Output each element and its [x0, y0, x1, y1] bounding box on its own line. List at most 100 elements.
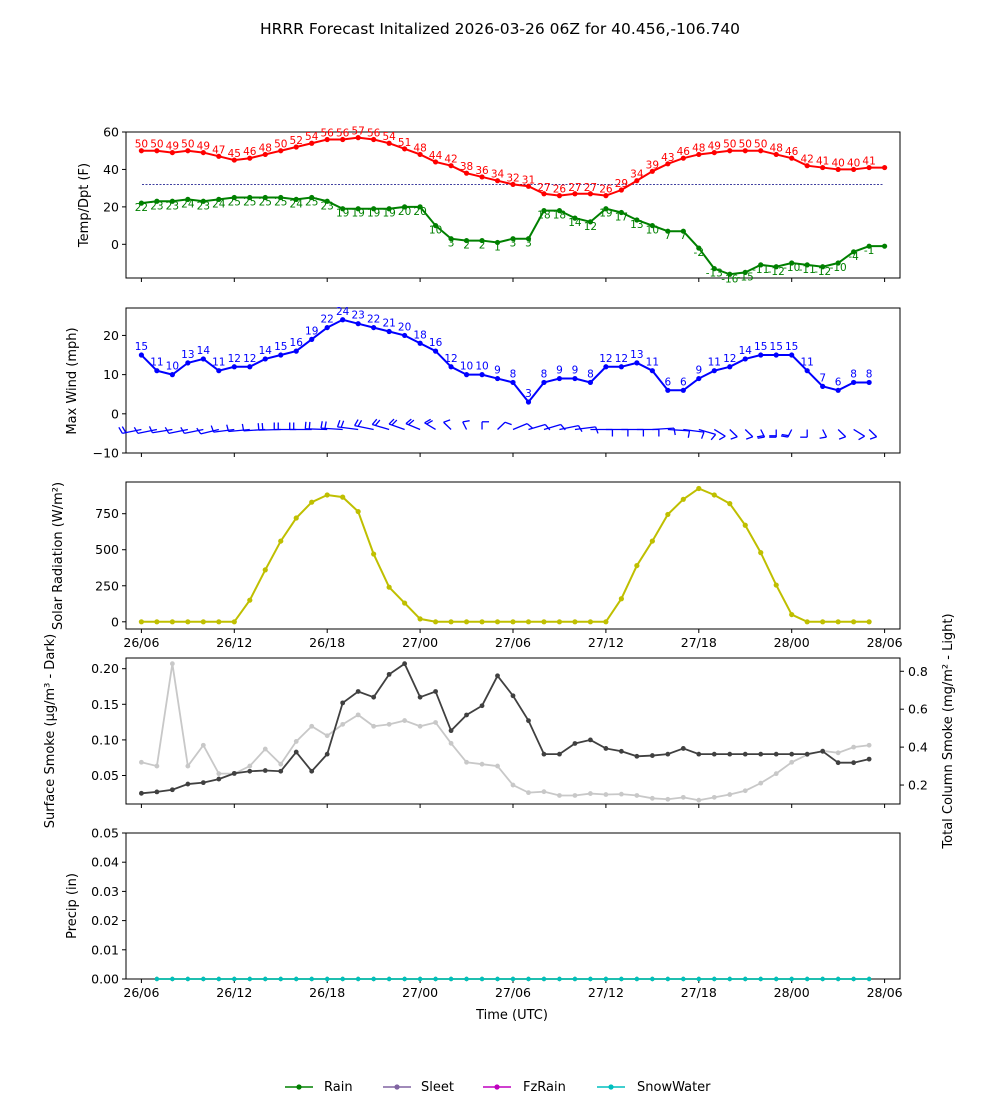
wind-point — [185, 360, 191, 366]
dewpoint-label: 24 — [181, 198, 195, 210]
wind-barb-shaft — [683, 428, 705, 433]
wind-point — [696, 375, 702, 382]
legend-label-fzrain: FzRain — [523, 1080, 566, 1095]
snowwater-point — [572, 976, 578, 982]
solar-point — [247, 597, 253, 603]
temp-label: 29 — [615, 178, 628, 190]
column-smoke-point — [789, 759, 795, 765]
solar-point — [742, 522, 748, 528]
temp-label: 32 — [506, 172, 519, 184]
wind-label: 12 — [243, 353, 256, 365]
dewpoint-label: 19 — [351, 208, 364, 220]
column-smoke-point — [371, 723, 377, 729]
solar-point — [262, 567, 268, 573]
surface-smoke-point — [139, 790, 144, 796]
wind-barb — [837, 429, 847, 440]
column-smoke-point — [526, 790, 531, 796]
y-tick-label: 0.2 — [908, 778, 928, 793]
temperature-point — [634, 178, 640, 184]
temp-label: 50 — [135, 139, 148, 151]
column-smoke-point — [200, 742, 206, 748]
snowwater-point — [371, 976, 376, 982]
wind-barb-flag — [257, 423, 260, 431]
temperature-point — [479, 174, 485, 180]
legend-label-rain: Rain — [324, 1080, 353, 1095]
temp-label: 34 — [630, 169, 644, 181]
wind-label: 14 — [197, 345, 211, 357]
temp-label: 36 — [475, 165, 489, 177]
wind-label: 12 — [599, 353, 612, 365]
legend-label-sleet: Sleet — [421, 1080, 454, 1095]
wind-barb — [320, 421, 343, 431]
temperature-point — [649, 168, 655, 174]
dewpoint-label: 7 — [664, 230, 671, 242]
solar-point — [200, 619, 206, 625]
solar-point — [603, 619, 609, 625]
snowwater-point — [464, 976, 469, 982]
surface-smoke-point — [526, 718, 531, 724]
wind-barb-flag — [371, 418, 378, 425]
wind-barb — [698, 428, 717, 441]
wind-barb-shaft — [354, 424, 374, 431]
temperature-point — [773, 151, 779, 158]
wind-barb-shaft — [137, 428, 158, 434]
dewpoint-label: -4 — [848, 251, 859, 263]
dewpoint-point — [587, 219, 594, 225]
snowwater-point — [278, 976, 283, 982]
temp-label: 50 — [274, 139, 287, 151]
snowwater-point — [835, 976, 841, 982]
dewpoint-point — [479, 237, 485, 244]
x-tick-label: 26/18 — [309, 635, 345, 650]
dewpoint-label: 22 — [135, 202, 148, 214]
wind-barb-shaft — [152, 428, 173, 434]
wind-barb-flag — [730, 436, 738, 440]
wind-barb-shaft — [543, 423, 562, 431]
wind-point — [773, 352, 779, 358]
wind-point — [820, 383, 826, 389]
column-smoke-point — [154, 763, 160, 769]
dewpoint-label: 18 — [553, 210, 566, 222]
temperature-point — [324, 136, 330, 143]
snowwater-point — [665, 976, 671, 982]
solar-point — [696, 485, 702, 492]
y-tick-label: 250 — [95, 578, 119, 593]
temp-label: 52 — [290, 135, 303, 147]
dewpoint-point — [835, 260, 841, 266]
snowwater-point — [433, 976, 438, 982]
snowwater-point — [201, 976, 206, 982]
dewpoint-point — [340, 206, 346, 212]
wind-barb-flag — [819, 436, 827, 439]
snowwater-point — [340, 976, 345, 982]
wind-point — [603, 364, 609, 370]
dewpoint-label: 25 — [228, 197, 241, 209]
dewpoint-label: -12 — [768, 266, 785, 278]
surface-smoke-point — [309, 768, 315, 774]
temperature-point — [247, 155, 253, 161]
dewpoint-label: 18 — [537, 210, 550, 222]
wind-label: 13 — [630, 349, 643, 361]
solar-point — [324, 492, 330, 498]
dewpoint-label: -10 — [830, 262, 847, 274]
wind-point — [556, 375, 563, 382]
column-smoke-point — [309, 723, 315, 729]
dewpoint-line — [141, 196, 885, 276]
solar-point — [556, 619, 563, 625]
wind-point — [572, 375, 578, 382]
dewpoint-point — [680, 228, 686, 234]
temperature-point — [216, 153, 222, 159]
temperature-point — [789, 155, 795, 161]
wind-label: 10 — [475, 361, 488, 373]
wind-barb — [713, 428, 726, 441]
y-tick-label: 0 — [111, 237, 119, 252]
temperature-point — [494, 178, 501, 184]
solar-point — [665, 511, 671, 518]
wind-point — [340, 317, 346, 323]
wind-line — [140, 318, 870, 404]
solar-point — [835, 619, 841, 625]
surface-smoke-point — [278, 768, 284, 774]
dewpoint-label: 14 — [568, 217, 582, 229]
wind-barb-flag — [340, 420, 345, 428]
column-smoke-point — [386, 721, 392, 727]
wind-barb-flag — [226, 424, 230, 432]
wind-label: 15 — [785, 341, 798, 353]
